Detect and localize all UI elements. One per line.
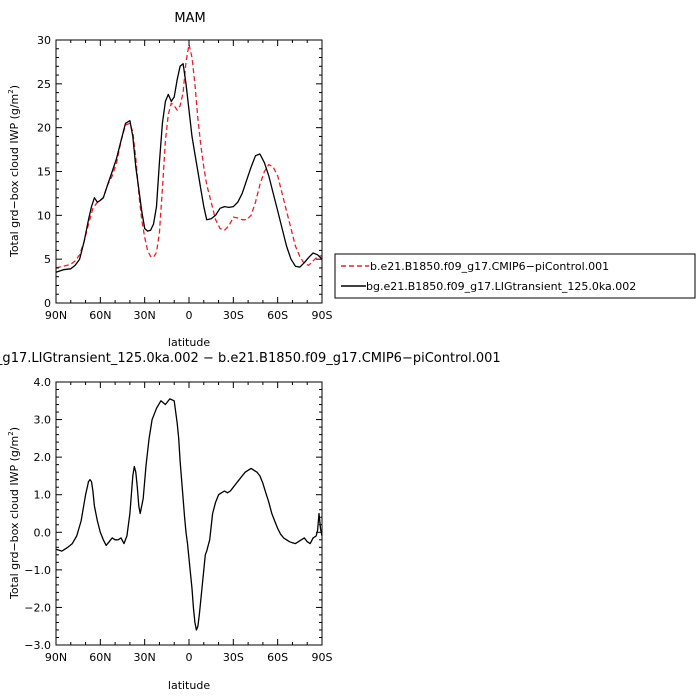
bottom-panel-ytick-label: 3.0 [34,414,52,427]
bottom-panel-ytick-label: −2.0 [24,601,51,614]
bottom-panel-xtick-label: 0 [186,651,193,664]
top-panel-xtick-label: 90N [45,309,67,322]
top-panel-ylabel-sup: 2 [7,89,15,93]
legend-box [334,253,696,299]
top-panel-ytick-label: 15 [37,166,51,179]
legend-label-series-1: bg.e21.B1850.f09_g17.LIGtransient_125.0k… [366,280,636,293]
top-panel-ticks: 90N 60N 30N 0 30S 60S 90S 0 5 10 15 20 25 30 [37,34,333,322]
bottom-panel: bg.e21.B1850.f09_g17.LIGtransient_125.0k… [0,351,501,692]
top-panel-ytick-label: 30 [37,34,51,47]
top-panel-xtick-label: 30N [134,309,156,322]
bottom-panel-xtick-label: 90N [45,651,67,664]
bottom-panel-ylabel: Total grd−box cloud IWP (g/m2) [7,427,21,600]
bottom-panel-xtick-label: 90S [312,651,333,664]
bottom-panel-ytick-label: −1.0 [24,564,51,577]
bottom-panel-ytick-label: 4.0 [34,376,52,389]
top-panel-ytick-label: 20 [37,122,51,135]
top-panel-ytick-label: 5 [44,253,51,266]
top-panel-xtick-label: 30S [223,309,244,322]
bottom-panel-frame [55,381,323,646]
top-panel-series-line-0 [55,43,323,269]
bottom-panel-xlabel: latitude [168,679,210,692]
top-panel-ylabel-main: Total grd−box cloud IWP (g/m [8,94,21,258]
top-panel-ytick-label: 10 [37,209,51,222]
bottom-panel-xtick-label: 60N [89,651,111,664]
bottom-panel-ylabel-main: Total grd−box cloud IWP (g/m [8,436,21,600]
bottom-panel-title: bg.e21.B1850.f09_g17.LIGtransient_125.0k… [0,351,501,366]
bottom-panel-xtick-label: 60S [267,651,288,664]
bottom-panel-ytick-label: −3.0 [24,639,51,652]
top-panel-series [55,43,323,273]
top-panel-xtick-label: 60N [89,309,111,322]
bottom-panel-ytick-label: 2.0 [34,451,52,464]
top-panel-title: MAM [174,11,205,26]
bottom-panel-ylabel-close: ) [8,427,21,431]
legend: b.e21.B1850.f09_g17.CMIP6−piControl.001 … [334,253,696,299]
top-panel: MAM 90N 60N 30N 0 30S 60S 90S 0 5 10 15 20 25 30 lati… [7,11,333,349]
bottom-panel-ylabel-sup: 2 [7,431,15,435]
top-panel-xlabel: latitude [168,336,210,349]
top-panel-ylabel-close: ) [8,85,21,89]
top-panel-ylabel: Total grd−box cloud IWP (g/m2) [7,85,21,258]
bottom-panel-xtick-label: 30N [134,651,156,664]
bottom-panel-ytick-label: 1.0 [34,489,52,502]
top-panel-xtick-label: 0 [186,309,193,322]
bottom-panel-ytick-label: 0.0 [34,526,52,539]
bottom-panel-xtick-label: 30S [223,651,244,664]
top-panel-ytick-label: 25 [37,78,51,91]
top-panel-frame [55,39,323,304]
top-panel-xtick-label: 60S [267,309,288,322]
top-panel-xtick-label: 90S [312,309,333,322]
top-panel-ytick-label: 0 [44,297,51,310]
bottom-panel-series-line-0 [55,398,323,631]
legend-label-series-0: b.e21.B1850.f09_g17.CMIP6−piControl.001 [370,260,609,273]
top-panel-series-line-1 [55,63,323,273]
bottom-panel-ticks: 90N 60N 30N 0 30S 60S 90S −3.0 −2.0 −1.0 0.0 1.0 2.0… [24,376,332,664]
bottom-panel-series [55,398,323,631]
